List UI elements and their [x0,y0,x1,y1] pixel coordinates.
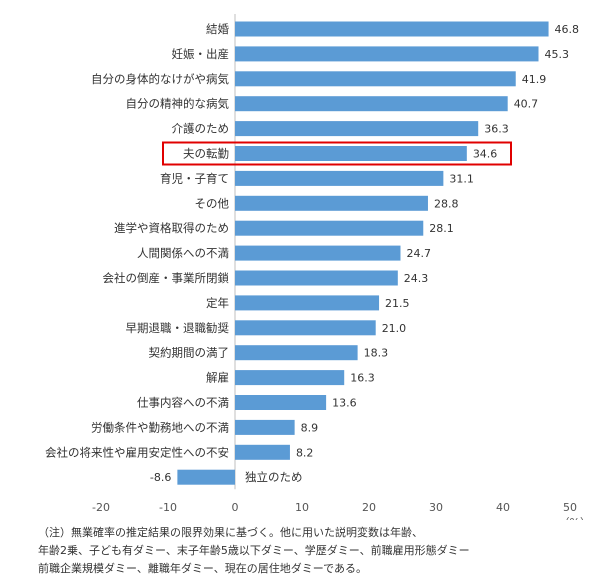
category-label: 会社の将来性や雇用安定性への不安 [45,445,229,459]
highlight-box [162,141,512,166]
footnote-line-2: 年齢2乗、子ども有ダミー、末子年齢5歳以下ダミー、学歴ダミー、前職雇用形態ダミー [38,544,470,557]
unit-label: （%） [559,516,591,520]
x-tick-label: 10 [295,501,309,514]
bar [235,370,345,386]
value-label: 24.7 [406,247,431,260]
category-label: 独立のため [245,470,303,484]
bar [235,170,444,186]
category-label: 会社の倒産・事業所閉鎖 [103,271,230,285]
category-label: 定年 [206,296,229,310]
category-label: 仕事内容への不満 [137,396,229,410]
value-label: 24.3 [404,272,429,285]
category-label: 自分の身体的なけがや病気 [91,72,229,86]
bar [235,320,376,336]
category-label: 介護のため [172,122,230,136]
value-label: 21.0 [382,322,407,335]
bar [235,71,516,87]
value-label: 45.3 [545,48,570,61]
value-label: 40.7 [514,98,539,111]
bar [235,21,549,37]
bar-chart: 結婚 46.8 妊娠・出産 45.3 自分の身体的なけがや病気 41.9 自分の精神的な病気… [45,14,591,520]
category-label: 自分の精神的な病気 [126,97,230,111]
value-label: 8.2 [296,446,314,459]
bar [235,146,467,161]
value-label: 34.6 [473,148,498,161]
bar [235,270,398,286]
x-tick-label: 0 [232,501,239,514]
bar [235,220,424,236]
value-label: -8.6 [150,471,171,484]
bar [235,419,295,435]
category-label: 育児・子育て [160,171,229,185]
value-label: 18.3 [364,347,389,360]
value-label: 13.6 [332,397,357,410]
value-label: 16.3 [350,372,375,385]
bar [177,469,235,485]
footnote-line-3: 前職企業規模ダミー、離職年ダミー、現在の居住地ダミーである。 [38,562,368,575]
bar [235,96,508,112]
category-label: 早期退職・退職勧奨 [126,321,230,335]
bar [235,245,401,261]
value-label: 28.1 [429,222,454,235]
bar [235,295,380,311]
value-label: 8.9 [301,421,319,434]
bar [235,121,479,137]
bar [235,395,327,410]
category-label: 契約期間の満了 [149,346,230,360]
x-tick-label: 40 [496,501,510,514]
category-label: 夫の転勤 [183,147,229,161]
footnote-line-1: （注）無業確率の推定結果の限界効果に基づく。他に用いた説明変数は年齢、 [38,526,423,539]
category-label: 解雇 [206,371,229,385]
value-label: 46.8 [555,23,580,36]
value-label: 21.5 [385,297,410,310]
value-label: 28.8 [434,197,459,210]
category-label: 妊娠・出産 [172,47,230,61]
category-label: 結婚 [206,22,229,36]
value-label: 36.3 [484,123,509,136]
category-label: その他 [195,196,230,210]
bar [235,444,290,460]
x-tick-label: 30 [429,501,443,514]
category-label: 労働条件や勤務地への不満 [91,420,229,434]
x-tick-label: 20 [362,501,376,514]
x-tick-label: 50 [563,501,577,514]
x-tick-label: -10 [159,501,177,514]
category-label: 人間関係への不満 [137,246,229,260]
value-label: 41.9 [522,73,547,86]
category-label: 進学や資格取得のため [114,221,229,235]
bar [235,345,358,361]
bar [235,195,428,211]
value-label: 31.1 [449,172,474,185]
bar [235,46,539,62]
footnote: （注）無業確率の推定結果の限界効果に基づく。他に用いた説明変数は年齢、 年齢2乗… [38,524,470,578]
x-tick-label: -20 [92,501,110,514]
